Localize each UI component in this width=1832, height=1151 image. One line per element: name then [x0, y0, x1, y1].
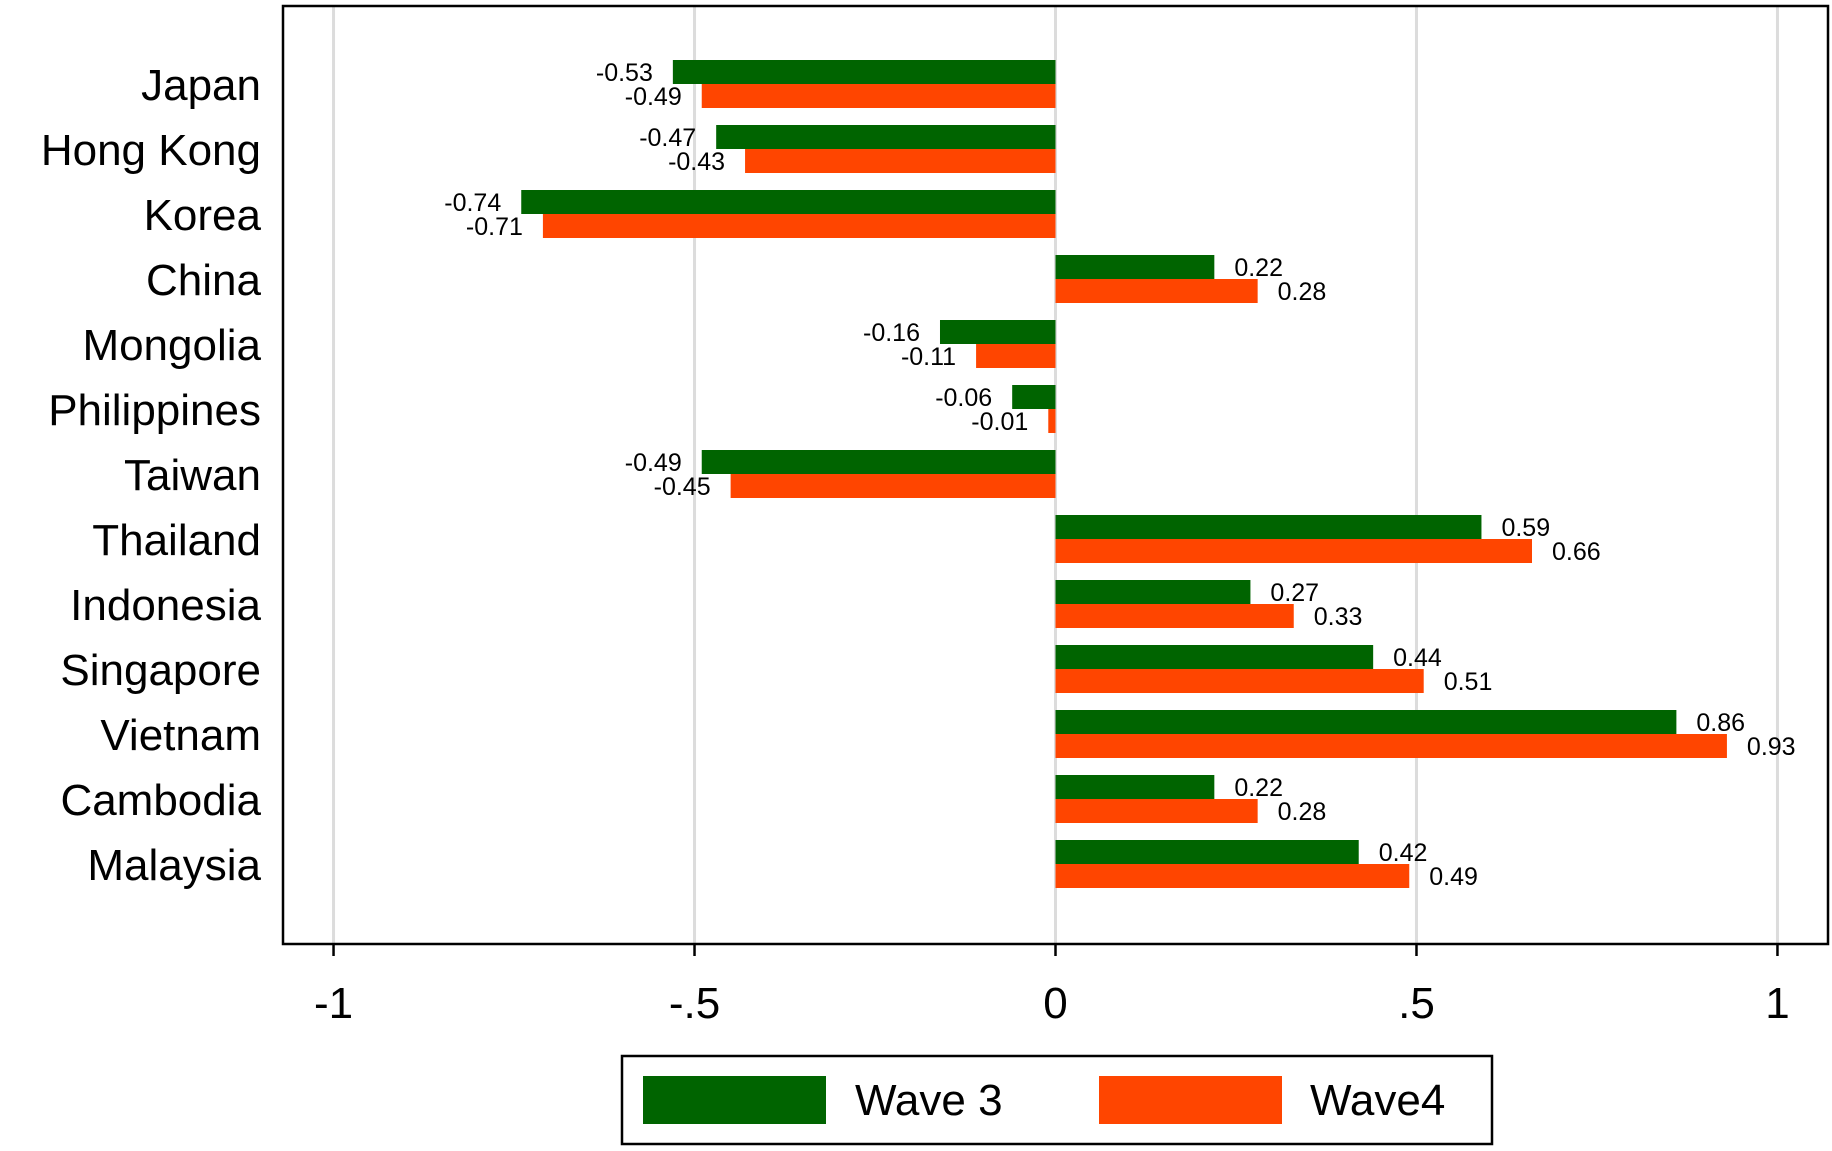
- data-label: 0.93: [1747, 733, 1796, 761]
- bar-wave4-7: [1055, 539, 1532, 563]
- category-label: Singapore: [60, 646, 261, 695]
- x-tick-label: 1: [1765, 979, 1789, 1028]
- data-label: -0.16: [863, 319, 920, 347]
- x-tick-label: .5: [1398, 979, 1435, 1028]
- data-label: -0.45: [654, 473, 711, 501]
- legend-label: Wave4: [1310, 1076, 1445, 1125]
- data-label: 0.59: [1501, 514, 1550, 542]
- x-tick-label: 0: [1043, 979, 1067, 1028]
- legend-label: Wave 3: [855, 1076, 1003, 1125]
- bar-wave3-5: [1012, 385, 1056, 409]
- category-label: Thailand: [92, 516, 261, 565]
- bar-wave4-12: [1055, 864, 1410, 888]
- data-label: 0.28: [1278, 278, 1327, 306]
- bar-wave3-11: [1055, 775, 1215, 799]
- bar-wave3-10: [1055, 710, 1677, 734]
- data-label: -0.01: [971, 408, 1028, 436]
- data-label: -0.49: [625, 449, 682, 477]
- category-label: Indonesia: [70, 581, 261, 630]
- bar-wave3-9: [1055, 645, 1374, 669]
- bar-wave4-6: [730, 474, 1056, 498]
- data-label: 0.51: [1444, 668, 1493, 696]
- bar-wave4-3: [1055, 279, 1258, 303]
- data-label: -0.43: [668, 148, 725, 176]
- category-label: Taiwan: [124, 451, 261, 500]
- category-label: Hong Kong: [41, 126, 261, 175]
- data-label: -0.53: [596, 59, 653, 87]
- category-label: Mongolia: [82, 321, 261, 370]
- bar-wave4-2: [542, 214, 1056, 238]
- bar-wave3-6: [701, 450, 1056, 474]
- data-label: 0.27: [1270, 579, 1319, 607]
- data-label: -0.47: [639, 124, 696, 152]
- bar-wave3-0: [672, 60, 1056, 84]
- bar-wave4-10: [1055, 734, 1727, 758]
- data-label: 0.22: [1234, 774, 1283, 802]
- x-tick-label: -.5: [669, 979, 720, 1028]
- bar-wave4-11: [1055, 799, 1258, 823]
- category-label: Japan: [141, 61, 261, 110]
- bar-wave3-2: [521, 190, 1056, 214]
- category-label: Cambodia: [60, 776, 261, 825]
- data-label: 0.33: [1314, 603, 1363, 631]
- bar-wave3-1: [716, 125, 1056, 149]
- bar-wave3-8: [1055, 580, 1251, 604]
- category-label: Philippines: [48, 386, 261, 435]
- bar-wave4-9: [1055, 669, 1424, 693]
- category-label: China: [146, 256, 261, 305]
- legend-swatch-wave3: [643, 1076, 826, 1124]
- category-label: Malaysia: [87, 841, 261, 890]
- bar-wave4-1: [745, 149, 1056, 173]
- data-label: 0.22: [1234, 254, 1283, 282]
- category-label: Korea: [144, 191, 262, 240]
- bar-wave3-7: [1055, 515, 1482, 539]
- legend-swatch-wave4: [1099, 1076, 1282, 1124]
- bar-wave3-12: [1055, 840, 1359, 864]
- x-tick-label: -1: [314, 979, 353, 1028]
- bar-wave4-8: [1055, 604, 1294, 628]
- bar-wave4-4: [976, 344, 1056, 368]
- data-label: 0.44: [1393, 644, 1442, 672]
- data-label: -0.71: [466, 213, 523, 241]
- data-label: 0.49: [1429, 863, 1478, 891]
- data-label: 0.42: [1379, 839, 1428, 867]
- data-label: -0.49: [625, 83, 682, 111]
- data-label: 0.66: [1552, 538, 1601, 566]
- data-label: 0.86: [1696, 709, 1745, 737]
- data-label: -0.11: [901, 343, 956, 371]
- bar-wave3-4: [939, 320, 1056, 344]
- data-label: -0.06: [935, 384, 992, 412]
- bar-wave4-0: [701, 84, 1056, 108]
- bar-wave4-5: [1048, 409, 1056, 433]
- data-label: -0.74: [444, 189, 501, 217]
- data-label: 0.28: [1278, 798, 1327, 826]
- bar-wave3-3: [1055, 255, 1215, 279]
- category-label: Vietnam: [100, 711, 261, 760]
